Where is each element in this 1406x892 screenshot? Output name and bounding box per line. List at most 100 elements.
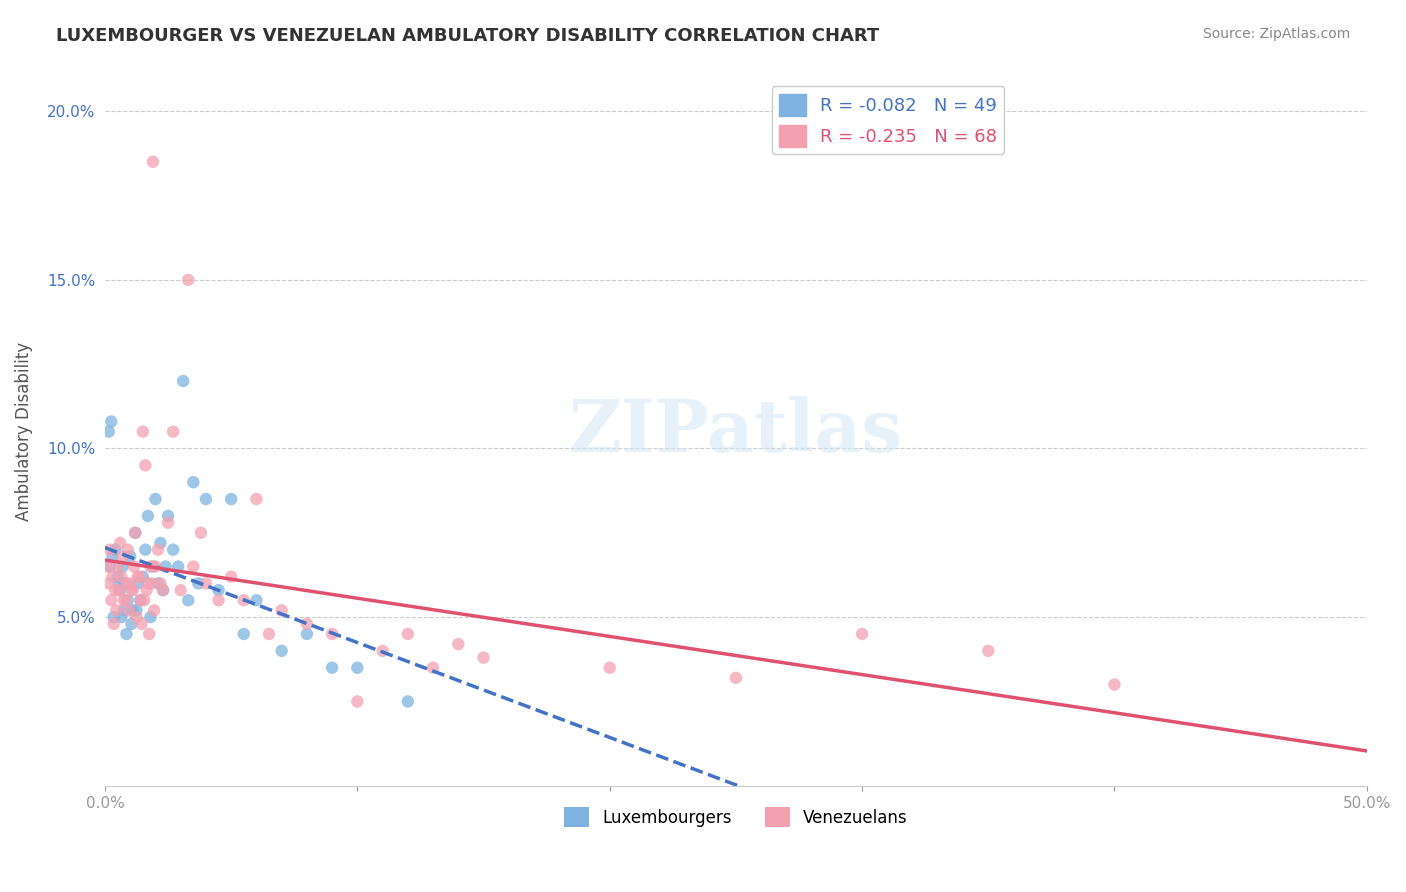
Point (190, 525, 212, 540)
Point (1104, 677, 1126, 691)
Point (115, 576, 138, 591)
Point (447, 637, 470, 651)
Point (108, 583, 131, 598)
Text: ZIPatlas: ZIPatlas (569, 396, 903, 467)
Point (136, 576, 159, 591)
Point (132, 569, 155, 583)
Point (110, 610, 132, 624)
Point (129, 593, 152, 607)
Point (295, 616, 318, 631)
Point (97, 576, 120, 591)
Point (270, 644, 292, 658)
Point (124, 525, 146, 540)
Point (219, 492, 242, 507)
Point (121, 616, 143, 631)
Point (177, 273, 200, 287)
Point (321, 661, 343, 675)
Point (187, 576, 209, 591)
Point (100, 593, 122, 607)
Point (396, 694, 419, 708)
Point (157, 508, 180, 523)
Point (127, 569, 149, 583)
Point (111, 549, 134, 564)
Point (152, 583, 174, 598)
Point (138, 627, 160, 641)
Point (108, 536, 131, 550)
Point (120, 576, 142, 591)
Point (120, 549, 142, 564)
Point (257, 627, 280, 641)
Point (145, 559, 167, 574)
Point (139, 559, 162, 574)
Point (117, 593, 139, 607)
Point (134, 542, 156, 557)
Point (103, 610, 125, 624)
Point (245, 593, 267, 607)
Point (162, 425, 184, 439)
Point (135, 583, 157, 598)
Point (207, 583, 229, 598)
Point (162, 542, 184, 557)
Point (599, 661, 621, 675)
Point (346, 661, 368, 675)
Point (472, 650, 495, 665)
Point (124, 525, 146, 540)
Point (194, 576, 217, 591)
Point (149, 536, 172, 550)
Point (155, 559, 177, 574)
Point (219, 569, 242, 583)
Point (152, 583, 174, 598)
Point (422, 661, 444, 675)
Point (977, 644, 1000, 658)
Point (139, 610, 162, 624)
Point (170, 583, 193, 598)
Point (121, 603, 143, 617)
Point (207, 593, 229, 607)
Point (107, 559, 129, 574)
Point (118, 603, 141, 617)
Point (97, 425, 120, 439)
Point (149, 576, 172, 591)
Point (724, 671, 747, 685)
Point (108, 583, 131, 598)
Point (108, 576, 131, 591)
Point (122, 559, 145, 574)
Point (270, 603, 292, 617)
Point (143, 603, 166, 617)
Point (103, 616, 125, 631)
Text: LUXEMBOURGER VS VENEZUELAN AMBULATORY DISABILITY CORRELATION CHART: LUXEMBOURGER VS VENEZUELAN AMBULATORY DI… (56, 27, 880, 45)
Point (98, 559, 121, 574)
Point (131, 616, 153, 631)
Point (194, 492, 217, 507)
Point (346, 694, 368, 708)
Point (114, 593, 136, 607)
Point (104, 583, 127, 598)
Point (145, 492, 167, 507)
Point (111, 559, 134, 574)
Point (110, 569, 132, 583)
Point (371, 644, 394, 658)
Point (127, 576, 149, 591)
Point (172, 374, 194, 388)
Point (98, 542, 121, 557)
Point (112, 593, 135, 607)
Point (177, 593, 200, 607)
Point (245, 492, 267, 507)
Point (115, 627, 138, 641)
Point (117, 542, 139, 557)
Point (146, 542, 169, 557)
Point (141, 576, 163, 591)
Point (96, 559, 118, 574)
Point (125, 610, 148, 624)
Point (125, 603, 148, 617)
Point (167, 559, 190, 574)
Point (100, 415, 122, 429)
Point (181, 559, 204, 574)
Point (107, 569, 129, 583)
Point (136, 508, 159, 523)
Text: Source: ZipAtlas.com: Source: ZipAtlas.com (1202, 27, 1350, 41)
Point (232, 627, 254, 641)
Point (295, 627, 318, 641)
Point (851, 627, 873, 641)
Point (134, 458, 156, 473)
